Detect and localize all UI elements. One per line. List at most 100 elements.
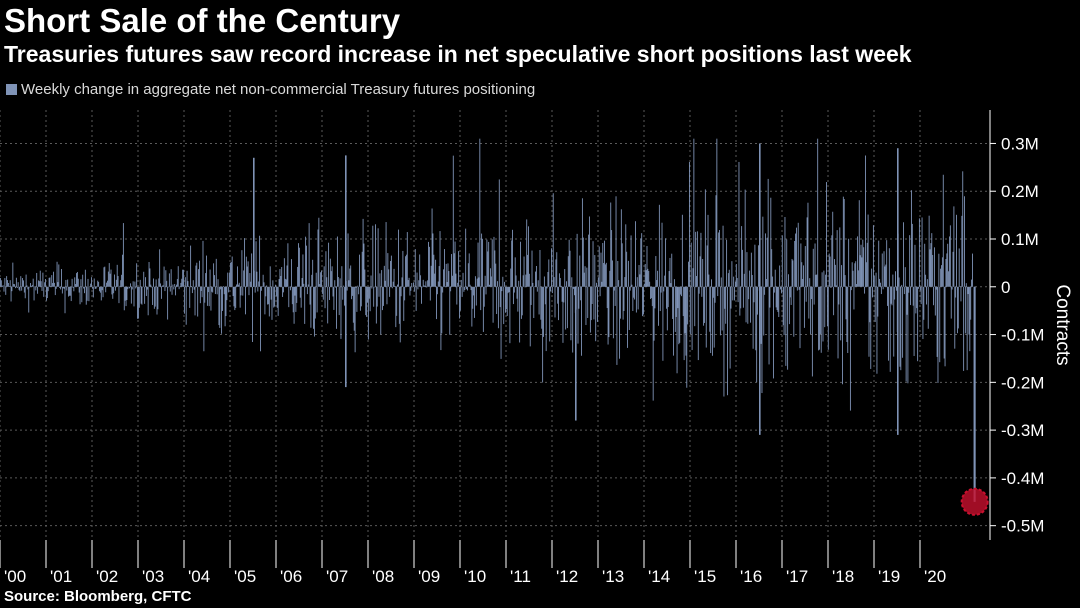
bar [776,286,778,311]
bar [880,282,881,287]
bar [92,286,94,298]
bar [741,226,743,287]
bar [620,209,622,287]
bar [243,270,245,287]
bar [523,256,525,287]
bar [918,218,920,287]
bar [279,269,281,287]
bar [545,286,547,352]
bar [562,286,564,343]
bar [790,286,792,305]
bar [340,286,342,339]
bar [868,286,870,357]
bar [150,284,152,287]
bar [708,274,710,287]
bar [696,231,698,287]
bar [916,286,918,309]
bar [819,286,820,350]
bar [852,270,854,287]
bar [324,286,326,309]
bar [342,286,344,300]
bar [287,243,289,287]
bar [855,261,857,287]
bar [596,282,598,287]
bar [787,286,789,370]
bar [22,278,24,287]
bar [181,278,183,287]
bar [494,250,496,287]
bar [901,284,903,287]
bar [353,286,355,331]
bar [756,286,758,383]
bar [924,243,926,287]
bar [906,286,908,315]
bar [762,216,764,287]
bar [950,286,952,319]
legend-swatch [6,84,17,95]
bar [845,286,847,320]
bar [688,161,690,287]
bar [214,286,216,295]
bar [743,273,745,287]
bar [67,279,69,287]
bar [168,286,169,288]
bar [423,285,425,287]
bar [620,286,621,319]
bar [431,208,433,287]
bar [707,214,709,287]
bar [932,254,934,287]
bar [669,257,671,287]
bar [359,286,361,311]
bar [336,236,338,287]
bar [413,286,415,292]
bar [8,286,10,287]
bar [223,286,225,295]
bar [548,259,550,287]
bar [810,286,812,335]
bar [352,286,354,323]
bar [71,278,73,287]
bar [283,258,285,287]
bar [952,251,954,287]
bar [482,286,484,332]
bar [808,286,810,319]
bar [453,253,455,287]
bar [597,277,599,287]
bar [268,286,270,317]
bar [484,275,486,287]
bar [650,286,651,299]
y-tick-label: 0.3M [1001,134,1039,153]
bar [726,239,728,287]
bar [244,238,246,287]
bar [123,286,125,311]
x-tick-label: '06 [280,567,302,586]
bar [262,274,264,287]
bar [651,286,653,307]
bar [249,273,251,287]
bar [454,241,456,287]
bar [780,286,782,294]
bar [930,243,932,287]
bar [490,276,492,287]
bar [540,286,542,320]
bar [798,286,800,290]
bar [608,286,610,338]
bar [54,286,56,296]
bar [334,280,336,287]
bar [468,253,470,287]
bar [192,280,194,287]
bar [447,263,449,287]
x-tick-label: '03 [142,567,164,586]
bar [221,286,223,311]
bar [547,271,549,287]
bar [948,271,950,287]
bar [551,286,553,294]
bar [399,286,401,343]
bar [581,286,582,356]
bar [7,280,8,287]
bar [417,286,419,290]
bar [256,271,258,287]
x-tick-label: '18 [832,567,854,586]
bar [19,286,21,292]
bar [495,263,497,287]
